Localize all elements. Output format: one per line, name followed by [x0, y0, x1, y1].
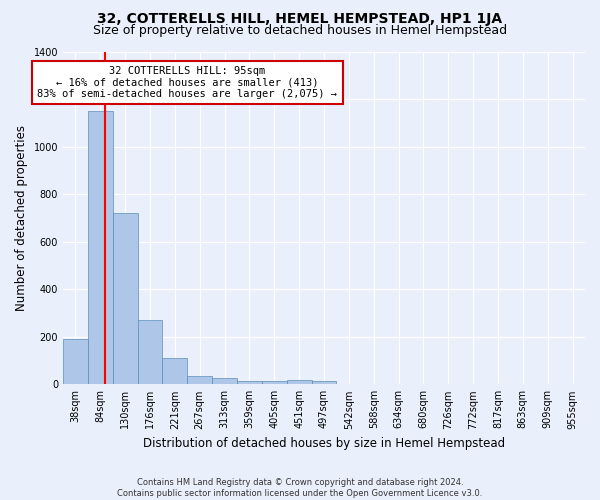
X-axis label: Distribution of detached houses by size in Hemel Hempstead: Distribution of detached houses by size … — [143, 437, 505, 450]
Bar — [113, 213, 137, 384]
Text: Contains HM Land Registry data © Crown copyright and database right 2024.
Contai: Contains HM Land Registry data © Crown c… — [118, 478, 482, 498]
Bar — [88, 111, 113, 384]
Bar — [63, 339, 88, 384]
Y-axis label: Number of detached properties: Number of detached properties — [15, 125, 28, 311]
Text: Size of property relative to detached houses in Hemel Hempstead: Size of property relative to detached ho… — [93, 24, 507, 37]
Bar — [187, 376, 212, 384]
Bar — [287, 380, 311, 384]
Bar — [137, 320, 163, 384]
Bar — [311, 382, 337, 384]
Bar — [237, 380, 262, 384]
Bar — [163, 358, 187, 384]
Text: 32, COTTERELLS HILL, HEMEL HEMPSTEAD, HP1 1JA: 32, COTTERELLS HILL, HEMEL HEMPSTEAD, HP… — [97, 12, 503, 26]
Bar — [262, 382, 287, 384]
Bar — [212, 378, 237, 384]
Text: 32 COTTERELLS HILL: 95sqm
← 16% of detached houses are smaller (413)
83% of semi: 32 COTTERELLS HILL: 95sqm ← 16% of detac… — [37, 66, 337, 99]
